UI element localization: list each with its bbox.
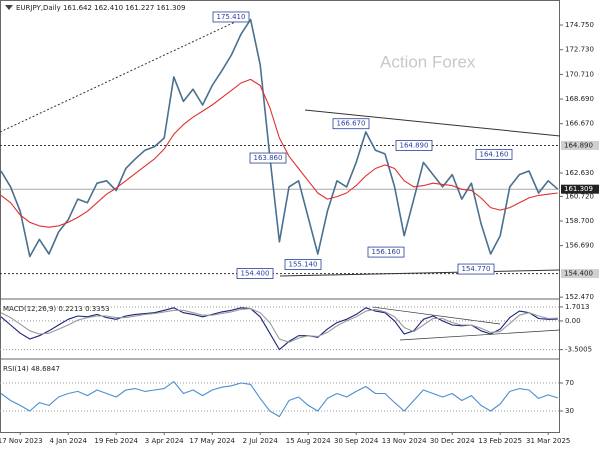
y-tick-label: 1.7013 — [565, 303, 590, 311]
series-line — [0, 308, 558, 343]
series-line — [0, 307, 558, 351]
level-label: 154.400 — [564, 270, 593, 278]
y-tick-label: 162.630 — [565, 169, 594, 177]
x-tick-label: 15 Aug 2024 — [286, 437, 331, 445]
annotation-label: 164.890 — [400, 141, 429, 149]
annotation-box — [457, 263, 495, 275]
y-tick-label: 0.00 — [565, 317, 581, 325]
trend-line — [304, 109, 561, 137]
x-tick-label: 30 Sep 2024 — [334, 437, 379, 445]
y-tick-label: 168.690 — [565, 95, 594, 103]
annotation-box — [332, 118, 370, 130]
current-box — [561, 184, 599, 194]
x-tick-label: 3 Apr 2024 — [145, 437, 184, 445]
annotation-label: 175.410 — [217, 13, 246, 21]
annotation-box — [395, 140, 433, 151]
annotation-box — [249, 152, 287, 164]
annotation-box — [367, 246, 405, 258]
y-tick-label: 166.670 — [565, 120, 594, 128]
trend-line — [371, 306, 501, 325]
trend-line — [279, 269, 561, 277]
annotation-box — [212, 11, 250, 23]
annotation-label: 164.160 — [480, 150, 509, 158]
level-box — [561, 140, 599, 150]
series-line — [0, 381, 558, 418]
x-tick-label: 30 Dec 2024 — [430, 437, 475, 445]
annotation-label: 155.140 — [289, 261, 318, 269]
level-box — [561, 269, 599, 279]
macd-title: MACD(12,26,9) 0.2213 0.3353 — [3, 305, 110, 313]
annotation-label: 156.160 — [372, 248, 401, 256]
x-tick-label: 13 Feb 2025 — [478, 437, 522, 445]
x-tick-label: 13 Nov 2024 — [382, 437, 427, 445]
watermark: Action Forex — [380, 52, 476, 71]
level-label: 164.890 — [564, 141, 593, 149]
annotation-box — [284, 259, 322, 270]
series-line — [0, 78, 558, 228]
plot-frame — [0, 0, 560, 433]
y-tick-label: 172.730 — [565, 46, 594, 54]
y-tick-label: 174.750 — [565, 21, 594, 29]
x-tick-label: 4 Jan 2024 — [49, 437, 87, 445]
y-tick-label: 160.720 — [565, 192, 594, 200]
series-line — [0, 18, 559, 258]
annotation-label: 163.860 — [254, 154, 283, 162]
annotation-label: 154.770 — [462, 265, 491, 273]
x-tick-label: 2 Jul 2024 — [243, 437, 279, 445]
icon — [5, 5, 13, 10]
y-tick-label: 170.710 — [565, 70, 594, 78]
y-tick-label: 70 — [565, 379, 574, 387]
trend-line — [399, 329, 561, 341]
x-tick-label: 31 Mar 2025 — [526, 437, 570, 445]
trend-line — [0, 14, 251, 133]
annotation-box — [236, 268, 274, 279]
annotation-label: 154.400 — [241, 270, 270, 278]
current-label: 161.309 — [564, 185, 593, 193]
chart-title: EURJPY,Daily 161.642 162.410 161.227 161… — [16, 4, 185, 12]
y-tick-label: 158.700 — [565, 217, 594, 225]
annotation-label: 166.670 — [337, 120, 366, 128]
y-tick-label: 156.690 — [565, 242, 594, 250]
rsi-title: RSI(14) 48.6847 — [3, 365, 60, 373]
annotation-box — [475, 148, 513, 160]
x-tick-label: 19 Feb 2024 — [94, 437, 138, 445]
y-tick-label: 30 — [565, 407, 574, 415]
y-tick-label: -3.5005 — [565, 346, 592, 354]
x-tick-label: 17 Nov 2023 — [0, 437, 43, 445]
y-tick-label: 152.470 — [565, 293, 594, 301]
x-tick-label: 17 May 2024 — [189, 437, 235, 445]
